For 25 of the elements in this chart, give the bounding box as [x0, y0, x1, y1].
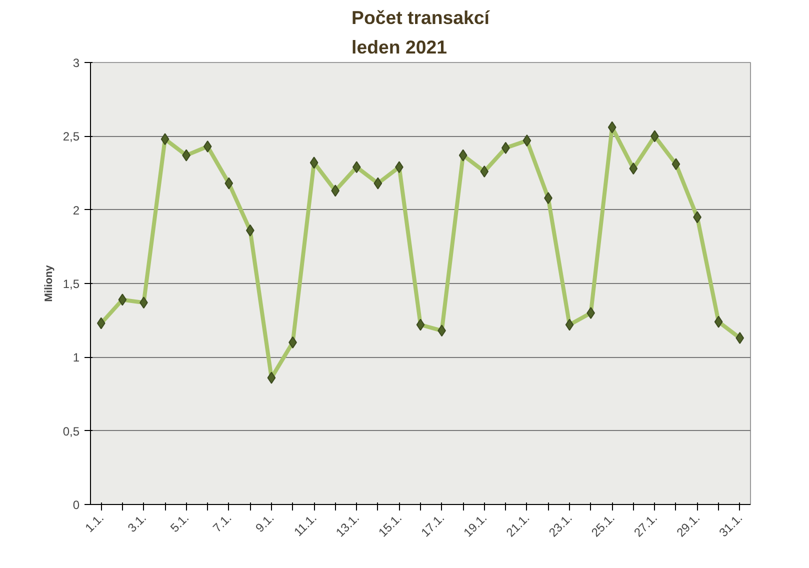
x-tick-label: 13.1.	[333, 510, 362, 540]
x-tick-label: 3.1.	[124, 510, 150, 535]
x-tick-label: 21.1.	[503, 510, 532, 540]
y-tick-label: 0	[72, 498, 80, 512]
y-tick-label: 1,5	[62, 277, 80, 291]
x-tick-label: 25.1.	[588, 510, 618, 540]
y-tick-label: 2	[72, 203, 80, 218]
x-tick-label: 29.1.	[674, 510, 703, 540]
y-axis-title: Miliony	[42, 265, 55, 302]
x-tick-label: 1.1.	[82, 510, 106, 535]
y-tick-label: 1	[72, 350, 80, 365]
y-tick-label: 3	[72, 56, 80, 70]
x-tick-label: 23.1.	[546, 510, 575, 540]
x-tick-label: 11.1.	[291, 510, 320, 540]
x-tick-label: 31.1.	[716, 510, 746, 540]
x-tick-label: 5.1.	[168, 510, 192, 535]
y-tick-label: 0,5	[62, 424, 80, 438]
chart-title: Počet transakcí leden 2021	[352, 7, 490, 58]
x-tick-label: 9.1.	[252, 510, 277, 535]
x-tick-label: 19.1.	[460, 510, 490, 540]
x-tick-label: 17.1.	[418, 510, 448, 540]
x-tick-label: 15.1.	[376, 510, 405, 540]
x-tick-label: 27.1.	[631, 510, 660, 540]
y-tick-label: 2,5	[62, 130, 80, 144]
x-tick-label: 7.1.	[210, 510, 234, 535]
